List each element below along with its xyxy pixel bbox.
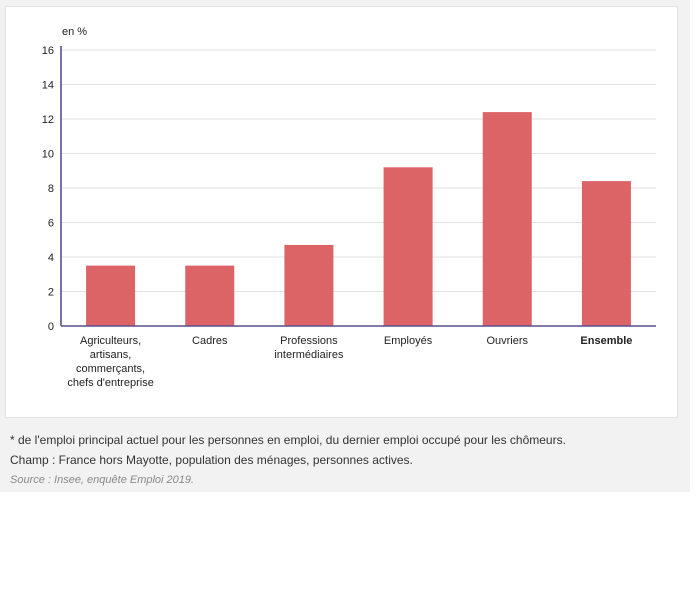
grid-lines <box>61 49 656 292</box>
bar <box>482 112 532 326</box>
x-category-label: Employés <box>384 335 433 347</box>
axes <box>60 46 656 327</box>
y-tick-label: 14 <box>42 80 54 92</box>
figure-background: 0 2 4 6 8 10 12 14 16 Agriculteurs, artisans, comm… <box>0 0 690 492</box>
bar <box>284 244 334 326</box>
y-tick-label: 4 <box>48 252 54 264</box>
footnote: * de l'emploi principal actuel pour les … <box>10 433 566 447</box>
y-tick-label: 6 <box>48 218 54 230</box>
y-tick-label: 2 <box>48 287 54 299</box>
y-axis-ticks: 0 2 4 6 8 10 12 14 16 <box>42 45 54 333</box>
source-note: Source : Insee, enquête Emploi 2019. <box>10 474 195 486</box>
chart-notes: * de l'emploi principal actuel pour les … <box>10 430 680 490</box>
x-category-label: Ouvriers <box>486 335 528 347</box>
x-category-label: Ensemble <box>580 335 632 347</box>
y-tick-label: 10 <box>42 149 54 161</box>
x-axis-labels: Agriculteurs, artisans, commerçants, chefs … <box>67 335 632 389</box>
x-category-label: Cadres <box>192 335 228 347</box>
y-tick-label: 0 <box>48 321 54 333</box>
x-category-label: Agriculteurs, artisans, commerçants, chefs … <box>67 335 153 389</box>
bars <box>86 112 631 326</box>
bar <box>185 265 235 326</box>
bar <box>581 181 631 326</box>
scope-note: Champ : France hors Mayotte, population … <box>10 453 413 467</box>
bar-chart: 0 2 4 6 8 10 12 14 16 Agriculteurs, artisans, comm… <box>42 26 656 389</box>
y-tick-label: 8 <box>48 183 54 195</box>
y-tick-label: 12 <box>42 114 54 126</box>
x-category-label: Professions intermédiaires <box>274 335 344 361</box>
y-axis-unit-label: en % <box>62 26 87 38</box>
bar <box>383 167 433 326</box>
y-tick-label: 16 <box>42 45 54 57</box>
bar <box>86 265 136 326</box>
chart-card <box>5 6 678 418</box>
